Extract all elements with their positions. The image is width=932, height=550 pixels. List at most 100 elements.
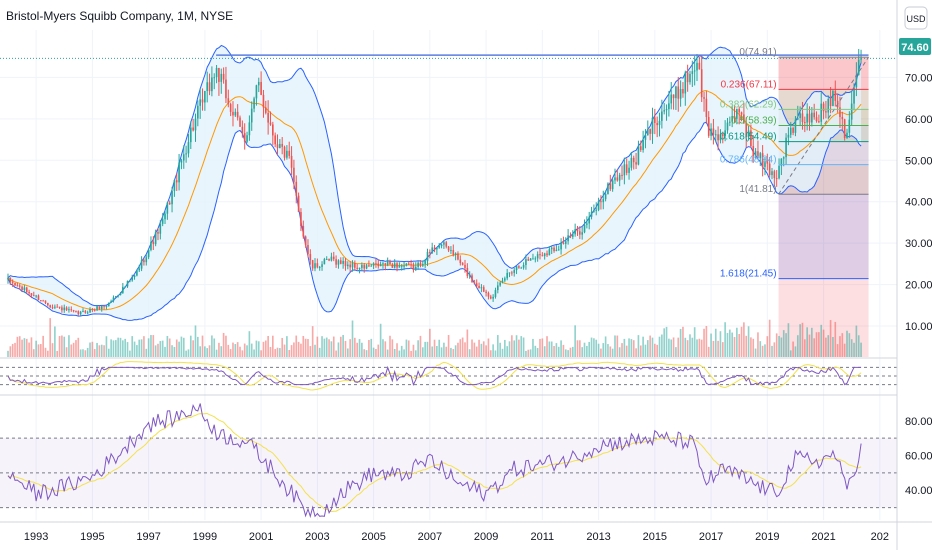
- candle-body: [307, 245, 309, 255]
- candle-body: [332, 256, 335, 260]
- price-tick-label: 10.00: [905, 321, 932, 333]
- volume-bar: [300, 343, 302, 357]
- volume-bar: [368, 339, 370, 357]
- volume-bar: [588, 341, 591, 357]
- volume-bar: [803, 339, 806, 357]
- volume-bar: [243, 343, 246, 357]
- candle-body: [520, 267, 523, 269]
- volume-bar: [454, 345, 457, 357]
- currency-button[interactable]: USD: [904, 6, 928, 30]
- candle-body: [232, 111, 234, 116]
- candle-body: [250, 108, 253, 123]
- volume-bar: [14, 342, 16, 357]
- time-tick-label: 2013: [586, 531, 610, 543]
- volume-bar: [482, 341, 485, 357]
- candle-body: [445, 242, 448, 247]
- candle-body: [743, 114, 745, 123]
- volume-bar: [325, 337, 328, 357]
- candle-body: [782, 157, 785, 159]
- time-tick-label: 2009: [474, 531, 498, 543]
- volume-bar: [311, 326, 314, 357]
- candle-body: [187, 142, 190, 154]
- candle-body: [414, 266, 417, 270]
- volume-bar: [586, 345, 588, 357]
- volume-bar: [70, 344, 73, 357]
- volume-bar: [475, 346, 478, 357]
- volume-bar: [393, 348, 396, 357]
- candle-body: [541, 255, 544, 257]
- volume-bar: [829, 320, 832, 357]
- candles-layer: [7, 49, 862, 316]
- candle-body: [740, 112, 743, 115]
- volume-bar: [747, 326, 750, 357]
- candle-body: [136, 270, 138, 276]
- candle-body: [820, 103, 823, 122]
- volume-bar: [419, 335, 422, 357]
- volume-bar: [178, 341, 180, 357]
- volume-bar: [691, 337, 694, 357]
- candle-body: [114, 296, 117, 298]
- volume-bar: [391, 339, 394, 357]
- candle-body: [253, 98, 255, 109]
- volume-bar: [147, 338, 150, 357]
- candle-body: [733, 116, 736, 119]
- candle-body: [7, 277, 9, 280]
- volume-bar: [250, 343, 253, 357]
- volume-bar: [384, 341, 387, 357]
- volume-bar: [93, 349, 96, 357]
- rsi-tick-label: 60.00: [905, 451, 932, 463]
- volume-bar: [818, 332, 820, 357]
- volume-bar: [574, 325, 576, 357]
- candle-body: [689, 73, 691, 83]
- volume-bar: [801, 322, 804, 357]
- fibonacci-layer[interactable]: 0(74.91) 0.236(67.11) 0.382(62.29) 0.5(58.3…: [0, 47, 897, 280]
- volume-bar: [103, 345, 105, 357]
- volume-bar: [569, 347, 572, 357]
- candle-body: [293, 167, 295, 182]
- candle-body: [663, 110, 666, 112]
- candle-body: [410, 264, 412, 266]
- candle-body: [736, 108, 738, 119]
- candle-body: [9, 277, 12, 282]
- candle-body: [140, 260, 143, 269]
- volume-bar: [583, 342, 586, 357]
- candle-body: [475, 283, 478, 286]
- candle-body: [389, 260, 391, 265]
- volume-bar: [593, 338, 595, 357]
- volume-bar: [661, 334, 663, 357]
- candle-body: [349, 264, 351, 268]
- candle-body: [257, 81, 260, 86]
- volume-bar: [771, 345, 773, 357]
- volume-bar: [560, 340, 562, 357]
- volume-bar: [724, 322, 726, 357]
- rsi-pane: [0, 403, 897, 519]
- candle-body: [274, 135, 276, 145]
- candle-body: [525, 259, 527, 266]
- candle-body: [211, 77, 213, 92]
- candle-body: [342, 260, 344, 264]
- fib-level-label: 1(41.81): [739, 184, 776, 195]
- volume-bar: [635, 348, 637, 357]
- volume-bar: [656, 344, 658, 357]
- candle-body: [279, 143, 281, 148]
- volume-bar: [222, 332, 225, 357]
- volume-bar: [511, 335, 513, 357]
- volume-bar: [150, 335, 152, 357]
- candle-body: [297, 195, 300, 213]
- time-tick-label: 1997: [136, 531, 160, 543]
- volume-bar: [382, 339, 384, 357]
- candle-body: [77, 311, 80, 315]
- candle-body: [846, 132, 848, 138]
- volume-bar: [290, 345, 293, 357]
- candle-body: [159, 223, 162, 234]
- candle-body: [785, 137, 787, 158]
- volume-bar: [543, 346, 546, 357]
- volume-bar: [707, 346, 710, 357]
- candle-body: [623, 164, 626, 176]
- volume-bar: [283, 344, 286, 357]
- candle-body: [356, 267, 359, 269]
- candle-body: [555, 249, 558, 252]
- candle-body: [546, 253, 548, 256]
- volume-bar: [314, 344, 316, 357]
